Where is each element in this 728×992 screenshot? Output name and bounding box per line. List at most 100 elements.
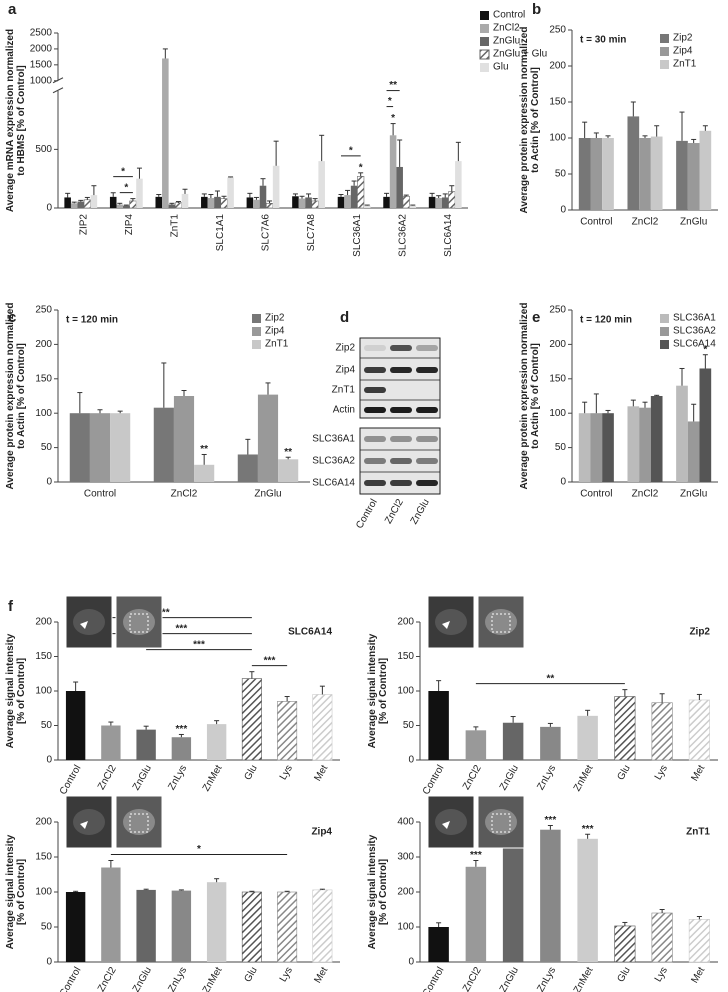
- significance-label: *: [197, 844, 201, 855]
- blot-band: [364, 387, 386, 393]
- bar: [590, 413, 603, 482]
- x-tick-label: ZnMet: [201, 763, 225, 793]
- y-tick-label: 50: [403, 720, 415, 731]
- y-axis-label: to Actin [% of Control]: [530, 343, 541, 449]
- x-tick-label: ZnCl2: [461, 965, 484, 992]
- bar: [350, 185, 358, 208]
- blot-band: [390, 345, 412, 351]
- y-tick-label: 150: [549, 373, 566, 384]
- y-tick-label: 250: [549, 25, 566, 36]
- y-tick-label: 50: [41, 442, 53, 453]
- bar: [246, 197, 254, 208]
- bar: [207, 198, 215, 208]
- bar: [614, 696, 636, 761]
- bar: [171, 737, 192, 760]
- x-tick-label: ZnLys: [166, 965, 189, 992]
- bar: [237, 454, 258, 482]
- inset-box: [129, 813, 149, 833]
- legend-swatch: [252, 340, 261, 349]
- bar: [298, 198, 306, 208]
- x-tick-label: ZnCl2: [632, 217, 659, 228]
- significance-label: *: [124, 182, 128, 193]
- bar: [428, 196, 436, 208]
- legend-swatch: [480, 24, 489, 33]
- bar: [70, 203, 78, 208]
- bar: [109, 196, 117, 208]
- x-tick-label: SLC7A8: [306, 214, 317, 252]
- significance-label: *: [391, 113, 395, 124]
- y-tick-label: 300: [397, 852, 414, 863]
- bar: [318, 161, 325, 208]
- blot-band: [364, 436, 386, 442]
- y-tick-label: 100: [549, 408, 566, 419]
- bar: [65, 892, 86, 962]
- bar: [699, 130, 712, 210]
- bar: [278, 459, 299, 482]
- blot-band: [390, 407, 412, 413]
- x-tick-label: ZnMet: [572, 763, 596, 793]
- significance-label: ***: [264, 655, 276, 666]
- y-tick-label: 500: [35, 144, 52, 155]
- y-tick-label: 100: [35, 686, 52, 697]
- x-tick-label: ZnGlu: [131, 763, 154, 792]
- y-tick-label: 0: [408, 957, 414, 968]
- panel-label: b: [532, 1, 541, 18]
- y-tick-label: 100: [397, 686, 414, 697]
- bar: [676, 140, 688, 210]
- bar: [311, 200, 319, 209]
- y-axis-label: to HBMS [% of Control]: [16, 65, 27, 176]
- legend-swatch: [660, 47, 669, 56]
- x-tick-label: Met: [689, 763, 707, 783]
- legend-swatch: [660, 340, 669, 349]
- inset-arrow: [442, 621, 450, 629]
- blot-lane-label: ZnCl2: [383, 497, 406, 526]
- x-tick-label: SLC1A1: [215, 214, 226, 252]
- micrograph-cell: [435, 609, 467, 635]
- bar: [402, 195, 410, 209]
- legend-label: ZnT1: [265, 339, 289, 350]
- time-note: t = 30 min: [580, 35, 626, 46]
- bar: [116, 204, 124, 208]
- significance-label: *: [121, 166, 125, 177]
- time-note: t = 120 min: [580, 315, 632, 326]
- x-tick-label: Lys: [653, 763, 670, 782]
- x-tick-label: Control: [58, 965, 84, 992]
- legend-label: ZnT1: [673, 59, 697, 70]
- y-tick-label: 0: [46, 477, 52, 488]
- bar: [241, 678, 262, 761]
- x-tick-label: Control: [84, 489, 116, 500]
- y-axis-label: [% of Control]: [378, 658, 389, 724]
- bar: [77, 201, 85, 208]
- legend-label: Zip2: [265, 313, 285, 324]
- blot-band: [364, 480, 386, 486]
- x-tick-label: Control: [580, 489, 612, 500]
- bar: [396, 166, 403, 208]
- micrograph-cell: [123, 609, 155, 635]
- bar: [136, 889, 156, 962]
- blot-band: [390, 436, 412, 442]
- micrograph-cell: [123, 809, 155, 835]
- bar: [101, 867, 121, 962]
- bar: [220, 198, 228, 209]
- bar: [363, 205, 371, 208]
- y-tick-label: 0: [46, 957, 52, 968]
- x-tick-label: Lys: [653, 965, 670, 984]
- y-tick-label: 0: [408, 755, 414, 766]
- bar: [181, 193, 189, 208]
- y-tick-label: 150: [397, 651, 414, 662]
- bar: [168, 204, 176, 208]
- legend-swatch: [479, 49, 490, 60]
- blot-row-label: Zip2: [336, 343, 356, 354]
- bar: [227, 177, 234, 208]
- bar: [337, 196, 345, 208]
- bar: [602, 413, 614, 482]
- bar: [441, 197, 449, 208]
- y-axis-label: Average protein expression normalized: [519, 27, 530, 214]
- bar: [312, 694, 333, 761]
- significance-label: ***: [193, 639, 205, 650]
- blot-band: [416, 458, 438, 464]
- bar: [162, 58, 169, 208]
- y-tick-label: 50: [41, 922, 53, 933]
- x-tick-label: SLC6A14: [443, 214, 454, 257]
- blot-band: [364, 367, 386, 373]
